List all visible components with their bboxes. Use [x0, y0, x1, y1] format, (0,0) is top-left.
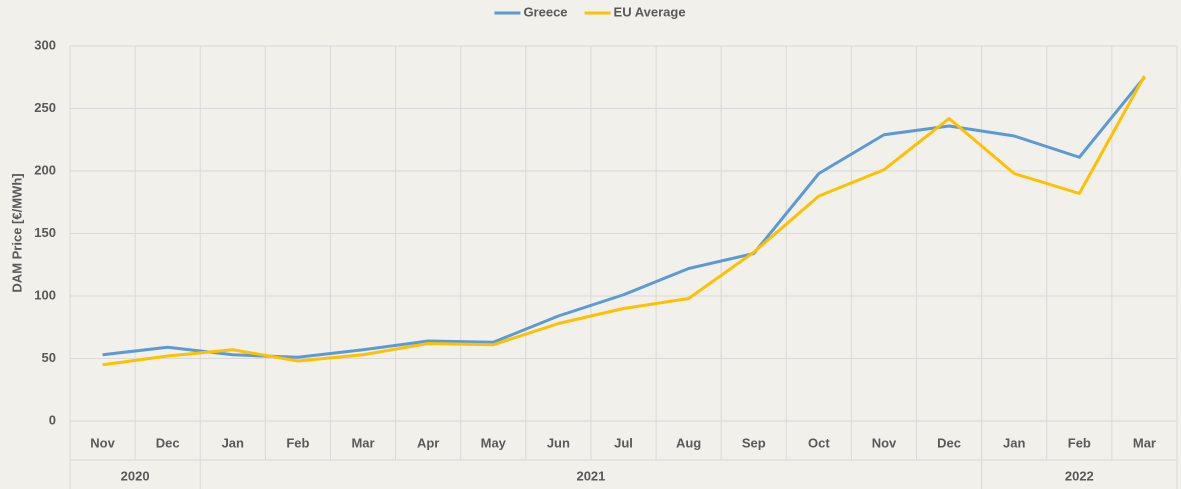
line-series [102, 75, 1146, 367]
x-tick-label: Mar [351, 435, 374, 450]
y-tick-label: 50 [42, 350, 56, 365]
x-group-label: 2021 [576, 468, 605, 483]
line-series [102, 76, 1146, 359]
x-tick-label: Jan [1003, 435, 1025, 450]
x-tick-label: Dec [937, 435, 961, 450]
x-tick-label: Oct [808, 435, 830, 450]
x-tick-label: Sep [742, 435, 766, 450]
x-group-label: 2022 [1065, 468, 1094, 483]
legend-label: EU Average [614, 4, 686, 19]
y-tick-label: 300 [34, 37, 56, 52]
x-tick-label: May [481, 435, 507, 450]
y-tick-label: 0 [49, 412, 56, 427]
y-tick-label: 150 [34, 225, 56, 240]
y-tick-label: 250 [34, 100, 56, 115]
x-tick-label: Feb [1068, 435, 1091, 450]
x-tick-label: Jun [547, 435, 570, 450]
x-group-label: 2020 [121, 468, 150, 483]
legend-label: Greece [523, 4, 567, 19]
x-tick-label: Nov [872, 435, 897, 450]
x-tick-label: Jan [222, 435, 244, 450]
y-tick-label: 100 [34, 287, 56, 302]
x-tick-label: Feb [286, 435, 309, 450]
x-tick-label: Apr [417, 435, 439, 450]
y-axis-label: DAM Price [€/MWh] [9, 173, 24, 292]
x-tick-label: Nov [90, 435, 115, 450]
x-tick-label: Mar [1133, 435, 1156, 450]
x-tick-label: Dec [156, 435, 180, 450]
x-tick-label: Aug [676, 435, 701, 450]
x-tick-label: Jul [614, 435, 633, 450]
y-tick-label: 200 [34, 162, 56, 177]
